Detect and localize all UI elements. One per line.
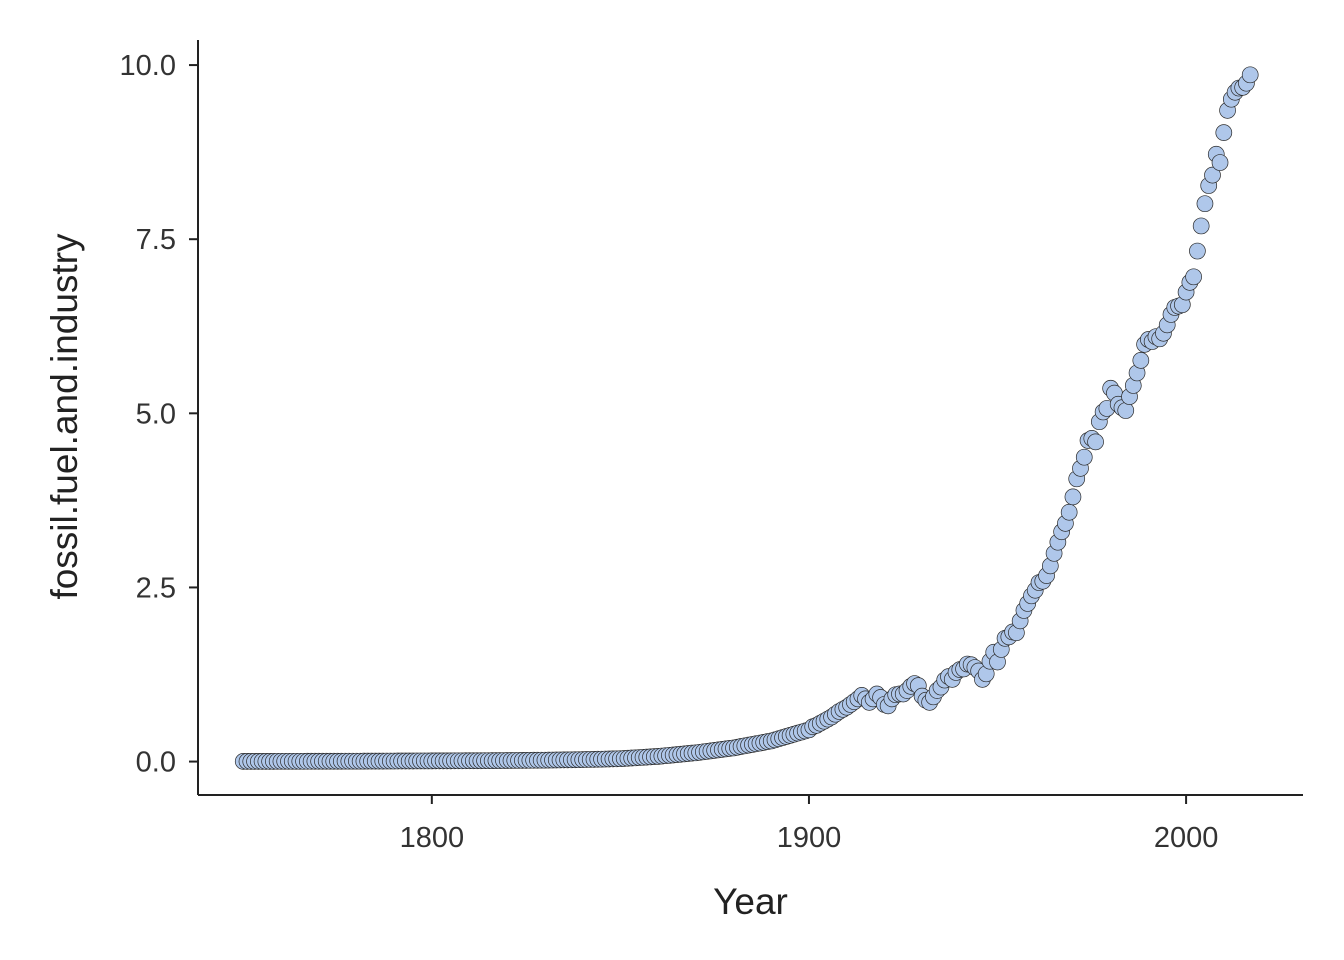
data-point	[1241, 66, 1259, 84]
data-point	[1204, 166, 1221, 184]
axes	[197, 40, 1303, 796]
data-point	[1185, 268, 1202, 286]
y-tick-label: 5.0	[136, 398, 176, 430]
data-point	[1064, 488, 1082, 506]
data-point	[1075, 448, 1093, 466]
x-tick-label: 2000	[1154, 822, 1219, 854]
data-point	[1196, 195, 1214, 213]
x-tick-label: 1900	[777, 822, 842, 854]
x-axis-ticks: 1800 1900 2000	[400, 795, 1219, 854]
data-point	[1192, 217, 1210, 235]
y-axis-ticks: 0.0 2.5 5.0 7.5 10.0	[120, 50, 198, 779]
data-points	[234, 66, 1259, 770]
y-tick-label: 0.0	[136, 747, 176, 779]
data-point	[1087, 433, 1104, 451]
y-tick-label: 7.5	[136, 224, 176, 256]
y-axis-title: fossil.fuel.and.industry	[44, 233, 85, 600]
x-axis-title: Year	[713, 881, 788, 922]
data-point	[1060, 503, 1078, 521]
data-point	[1117, 402, 1135, 419]
x-tick-label: 1800	[400, 822, 465, 854]
data-point	[1211, 154, 1229, 171]
data-point	[1132, 352, 1150, 369]
y-tick-label: 10.0	[120, 50, 176, 82]
y-tick-label: 2.5	[136, 572, 176, 604]
data-point	[1215, 124, 1233, 141]
data-point	[1189, 242, 1206, 260]
